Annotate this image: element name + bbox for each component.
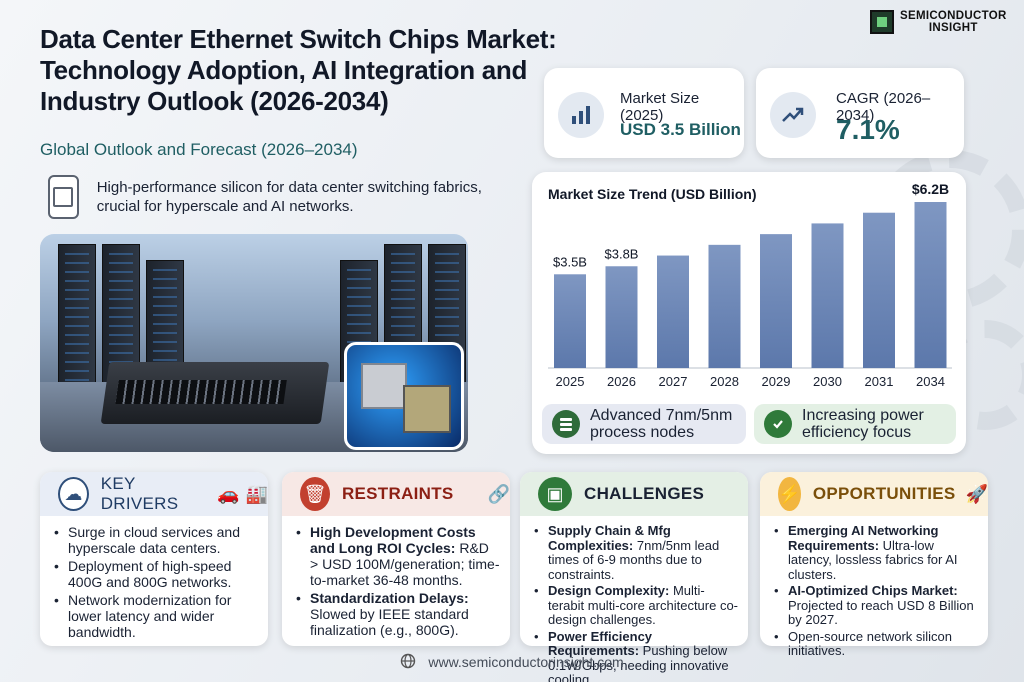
list-item: Power Efficiency Requirements: Pushing b… (534, 629, 738, 682)
bar-2030 (811, 223, 844, 368)
list-item: Emerging AI Networking Requirements: Ult… (774, 523, 978, 582)
list-item: Surge in cloud services and hyperscale d… (54, 524, 258, 556)
bar-2029 (760, 234, 792, 368)
cagr-value: 7.1% (836, 114, 900, 145)
factory-icon: 🏭 (245, 483, 268, 504)
bar-2034 (914, 202, 947, 368)
footer: www.semiconductorinsight.com (0, 650, 1024, 674)
x-tick-label: 2030 (813, 374, 842, 389)
description-text: High-performance silicon for data center… (96, 179, 482, 215)
logo-line-1: SEMICONDUCTOR (900, 10, 1007, 22)
layers-icon (552, 410, 580, 438)
x-tick-label: 2026 (607, 374, 636, 389)
globe-icon (400, 653, 416, 672)
market-size-label: Market Size (2025) (620, 90, 700, 124)
x-tick-label: 2034 (916, 374, 945, 389)
list-item: Design Complexity: Multi-terabit multi-c… (534, 583, 738, 628)
broken-link-icon: 🔗 (487, 483, 510, 504)
x-tick-label: 2027 (659, 374, 688, 389)
car-icon: 🚗 (217, 483, 240, 504)
x-tick-label: 2031 (865, 374, 894, 389)
chip-logo-icon (870, 10, 894, 34)
market-trend-chart-card: Market Size Trend (USD Billion) 2025 $3.5… (532, 172, 966, 454)
switch-chip-image (344, 342, 464, 450)
x-tick-label: 2028 (710, 374, 739, 389)
bar-2027 (657, 255, 689, 368)
list-item: Deployment of high-speed 400G and 800G n… (54, 558, 258, 590)
restraints-panel: 🗑 RESTRAINTS 🔗 High Development Costs an… (282, 472, 510, 646)
cagr-label: CAGR (2026–2034) (836, 90, 931, 124)
x-tick-label: 2029 (762, 374, 791, 389)
data-label: $6.2B (912, 181, 949, 197)
trend-up-icon (770, 92, 816, 138)
list-item: Standardization Delays: Slowed by IEEE s… (296, 590, 500, 638)
bar-2031 (863, 212, 895, 368)
restraints-list: High Development Costs and Long ROI Cycl… (296, 524, 500, 640)
challenges-panel: ▣ CHALLENGES Supply Chain & Mfg Complexi… (520, 472, 748, 682)
page-subtitle: Global Outlook and Forecast (2026–2034) (40, 140, 358, 159)
list-item: Supply Chain & Mfg Complexities: 7nm/5nm… (534, 523, 738, 582)
bar-2025 (554, 274, 586, 368)
data-label: $3.5B (553, 254, 587, 269)
description-row: High-performance silicon for data center… (48, 172, 528, 222)
feature-process-nodes: Advanced 7nm/5nm process nodes (542, 404, 746, 444)
bar-chart-icon (558, 92, 604, 138)
feature-power-efficiency-text: Increasing power efficiency focus (802, 407, 924, 441)
challenges-title: CHALLENGES (584, 484, 705, 503)
feature-power-efficiency: Increasing power efficiency focus (754, 404, 956, 444)
list-item: Network modernization for lower latency … (54, 592, 258, 640)
bar-2026 (605, 266, 638, 368)
feature-process-nodes-text: Advanced 7nm/5nm process nodes (590, 407, 733, 441)
bar-2028 (708, 244, 741, 368)
x-tick-label: 2025 (556, 374, 585, 389)
footer-url[interactable]: www.semiconductorinsight.com (428, 654, 624, 670)
processor-chip-icon (48, 175, 79, 219)
opportunities-panel: ⚡ OPPORTUNITIES 🚀 Emerging AI Networking… (760, 472, 988, 658)
market-trend-chart: 2025 $3.5B 2026 $3.8B 2027 2028 2029 2030 2031 20… (548, 181, 952, 389)
cagr-card: CAGR (2026–2034) 7.1% (756, 68, 964, 158)
list-item: High Development Costs and Long ROI Cycl… (296, 524, 500, 588)
restraints-title: RESTRAINTS (341, 484, 454, 503)
list-item: Open-source network silicon initiatives. (774, 629, 978, 659)
market-size-value: USD 3.5 Billion (620, 120, 741, 139)
opportunities-title: OPPORTUNITIES (812, 484, 956, 503)
page-title: Data Center Ethernet Switch Chips Market… (40, 24, 557, 116)
cloud-upload-icon: ☁ (58, 477, 89, 511)
list-item: AI-Optimized Chips Market: Projected to … (774, 583, 978, 628)
ethernet-switch-image (100, 362, 330, 424)
data-label: $3.8B (605, 246, 639, 261)
market-size-card: Market Size (2025) USD 3.5 Billion (544, 68, 744, 158)
brand-logo: SEMICONDUCTOR INSIGHT (870, 10, 1007, 34)
logo-line-2: INSIGHT (928, 22, 978, 34)
rocket-icon: 🚀 (965, 483, 988, 504)
shield-check-icon (764, 410, 792, 438)
chart-title: Market Size Trend (USD Billion) (548, 186, 757, 202)
key-drivers-list: Surge in cloud services and hyperscale d… (54, 524, 258, 642)
lightning-icon: ⚡ (778, 477, 801, 511)
key-drivers-title: KEY DRIVERS (100, 474, 179, 513)
opportunities-list: Emerging AI Networking Requirements: Ult… (774, 523, 978, 661)
challenges-list: Supply Chain & Mfg Complexities: 7nm/5nm… (534, 523, 738, 682)
trash-icon: 🗑 (300, 477, 330, 511)
chip-icon: ▣ (538, 477, 572, 511)
key-drivers-panel: ☁ KEY DRIVERS 🚗 🏭 Surge in cloud service… (40, 472, 268, 646)
